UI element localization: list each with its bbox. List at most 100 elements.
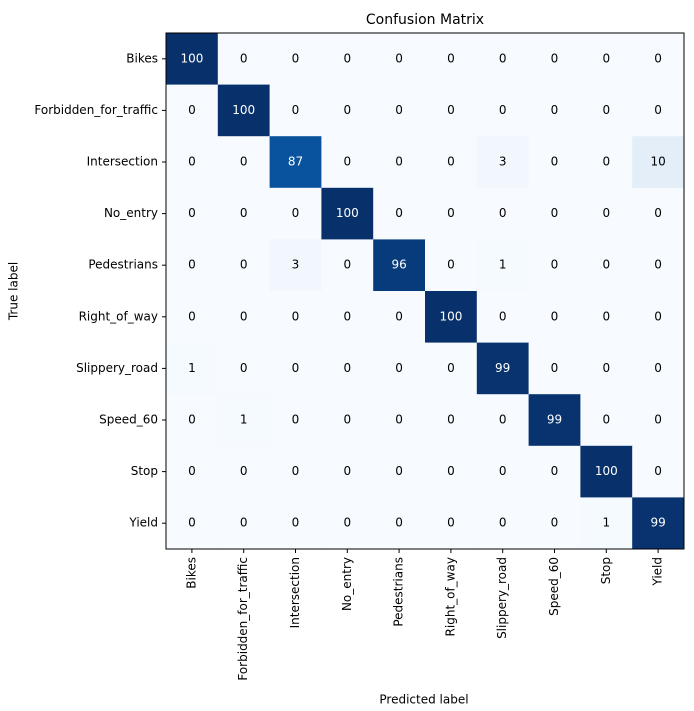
cell-label: 0 [395, 51, 403, 65]
cell-label: 0 [188, 309, 196, 323]
y-tick-label: Forbidden_for_traffic [34, 103, 158, 117]
cell [580, 136, 633, 189]
cell [632, 136, 685, 189]
cell [476, 33, 530, 86]
x-tick-label: Slippery_road [495, 557, 509, 639]
cell-label: 0 [240, 258, 248, 272]
x-tick-label: Yield [651, 557, 665, 587]
cell-label: 0 [499, 413, 507, 427]
cell-label: 0 [654, 51, 662, 65]
cell [269, 445, 322, 498]
cell [217, 84, 271, 137]
cell-label: 0 [240, 51, 248, 65]
cell [528, 291, 581, 344]
cell [373, 239, 426, 292]
cell-label: 0 [499, 464, 507, 478]
cell [166, 497, 219, 550]
cell-label: 0 [447, 413, 455, 427]
y-tick-label: Speed_60 [99, 413, 158, 427]
cell [217, 497, 271, 550]
cell [528, 342, 581, 395]
cell-label: 0 [395, 103, 403, 117]
cell-label: 0 [447, 103, 455, 117]
cell-label: 0 [343, 51, 351, 65]
cell [528, 497, 581, 550]
cell-label: 0 [292, 206, 300, 220]
cell-label: 0 [188, 206, 196, 220]
cell [269, 33, 322, 86]
cell [166, 187, 219, 240]
cell-label: 0 [654, 258, 662, 272]
cell [269, 497, 322, 550]
cell [321, 136, 374, 189]
cell-label: 0 [188, 413, 196, 427]
cell [217, 187, 271, 240]
cell [321, 445, 374, 498]
cell-label: 3 [292, 258, 300, 272]
cell [321, 342, 374, 395]
cell [632, 342, 685, 395]
cell [166, 239, 219, 292]
x-tick-label: Forbidden_for_traffic [236, 557, 250, 681]
cell [528, 136, 581, 189]
cell-label: 0 [499, 516, 507, 530]
cell-label: 0 [602, 258, 610, 272]
cell-label: 0 [654, 464, 662, 478]
cell [373, 84, 426, 137]
cell-label: 10 [650, 155, 665, 169]
cell-label: 0 [447, 155, 455, 169]
cell-label: 0 [447, 361, 455, 375]
cell-label: 1 [602, 516, 610, 530]
cell [632, 33, 685, 86]
plot-frame [165, 32, 685, 550]
cell-label: 0 [499, 206, 507, 220]
cell [580, 239, 633, 292]
cell [269, 136, 322, 189]
cell [373, 136, 426, 189]
cell-label: 0 [447, 464, 455, 478]
cell-label: 99 [495, 361, 510, 375]
cell-label: 96 [391, 258, 406, 272]
cell-label: 0 [343, 309, 351, 323]
cell [269, 342, 322, 395]
cell-label: 0 [551, 258, 559, 272]
cell [476, 445, 530, 498]
cell [632, 239, 685, 292]
cell [476, 394, 530, 447]
y-axis-label: True label [7, 262, 21, 321]
cell-label: 0 [447, 206, 455, 220]
cell [373, 187, 426, 240]
cell-label: 0 [292, 516, 300, 530]
cell [580, 497, 633, 550]
x-axis-label: Predicted label [379, 693, 468, 707]
cell-label: 1 [188, 361, 196, 375]
cell [476, 291, 530, 344]
cell-label: 0 [240, 206, 248, 220]
cell-label: 0 [395, 464, 403, 478]
cell [528, 445, 581, 498]
y-tick-label: Slippery_road [76, 361, 158, 375]
cell [632, 394, 685, 447]
cell-label: 0 [551, 464, 559, 478]
cell-label: 0 [602, 361, 610, 375]
cell-label: 0 [499, 103, 507, 117]
cell [166, 136, 219, 189]
cell-label: 0 [188, 155, 196, 169]
cell-label: 0 [343, 155, 351, 169]
cell [373, 33, 426, 86]
cell [580, 33, 633, 86]
cell [425, 445, 478, 498]
cell-label: 0 [240, 464, 248, 478]
cell [217, 342, 271, 395]
cell [425, 187, 478, 240]
cell [217, 33, 271, 86]
cell-label: 0 [654, 206, 662, 220]
cell [217, 291, 271, 344]
cell [166, 342, 219, 395]
cell-label: 0 [188, 464, 196, 478]
cell-label: 0 [602, 206, 610, 220]
cell-label: 0 [188, 258, 196, 272]
cell-label: 0 [602, 103, 610, 117]
cell-label: 0 [602, 155, 610, 169]
